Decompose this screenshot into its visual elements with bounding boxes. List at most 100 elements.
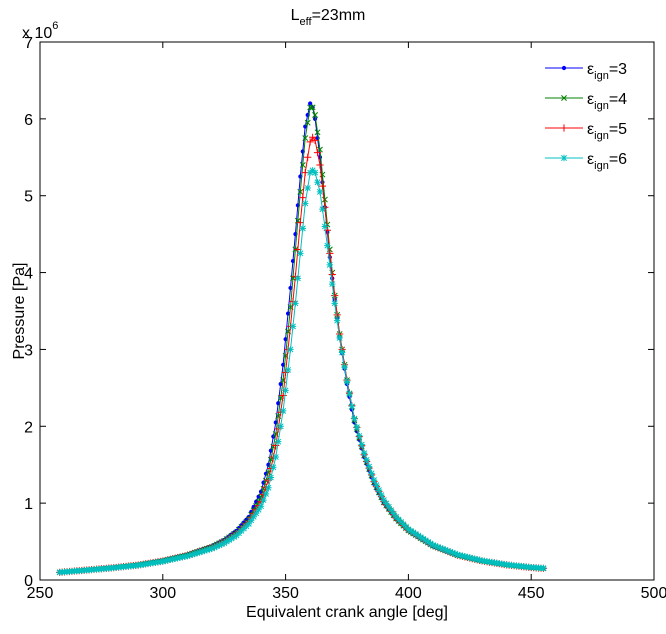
data-point: [449, 549, 456, 556]
data-point: [198, 548, 206, 555]
data-point: [356, 432, 363, 440]
data-point: [390, 510, 397, 517]
data-point: [383, 500, 390, 507]
x-tick-label: 450: [518, 585, 545, 602]
x-tick-label: 250: [27, 585, 54, 602]
data-point: [388, 507, 395, 514]
data-point: [456, 552, 464, 559]
data-point: [331, 300, 338, 307]
data-point: [336, 334, 343, 342]
data-point: [201, 547, 208, 554]
data-point: [451, 550, 459, 557]
data-point: [373, 481, 380, 489]
data-point: [284, 366, 292, 374]
data-point: [461, 553, 469, 560]
data-point: [270, 464, 277, 471]
data-point: [407, 527, 415, 535]
data-point: [257, 503, 265, 510]
data-point: [267, 474, 275, 481]
data-point: [245, 520, 252, 528]
data-point: [316, 161, 324, 169]
series-6: [56, 167, 547, 576]
data-point: [326, 249, 334, 257]
data-point: [351, 415, 358, 422]
data-point: [459, 552, 466, 560]
data-point: [206, 546, 213, 553]
data-point: [299, 162, 306, 168]
data-point: [164, 557, 171, 564]
data-point: [277, 423, 284, 430]
data-point: [250, 513, 257, 521]
data-point: [203, 546, 211, 554]
data-point: [368, 470, 375, 477]
data-point: [360, 449, 368, 457]
legend-label: εign=4: [587, 91, 627, 112]
data-point: [223, 538, 230, 545]
data-point: [304, 184, 311, 192]
data-point: [412, 530, 419, 538]
data-point: [311, 169, 319, 176]
data-point: [464, 553, 471, 561]
data-point: [265, 484, 272, 491]
data-point: [380, 496, 388, 504]
data-point: [306, 138, 314, 146]
data-point: [348, 403, 356, 410]
data-point: [378, 491, 385, 499]
data-point: [294, 275, 302, 282]
data-point: [365, 463, 373, 470]
data-point: [343, 378, 351, 385]
data-point: [248, 517, 255, 524]
y-tick-label: 1: [24, 496, 33, 513]
data-point: [410, 529, 417, 536]
data-point: [324, 242, 331, 249]
data-point: [191, 550, 198, 557]
data-point: [437, 544, 444, 552]
data-point: [287, 346, 294, 353]
data-point: [304, 153, 312, 161]
data-point: [317, 146, 323, 153]
data-point: [297, 250, 304, 257]
data-point: [419, 535, 427, 542]
legend-marker: [561, 65, 567, 71]
legend-item: εign=5: [545, 121, 627, 142]
series-layer: [56, 101, 548, 576]
x-tick-label: 500: [641, 585, 666, 602]
data-point: [299, 225, 306, 232]
y-tick-label: 0: [24, 573, 33, 590]
data-point: [314, 179, 321, 186]
data-point: [221, 539, 228, 547]
data-point: [225, 536, 233, 544]
data-point: [196, 549, 203, 556]
legend-label: εign=3: [587, 61, 627, 82]
data-point: [252, 510, 260, 517]
data-point: [208, 545, 216, 552]
data-point: [321, 223, 329, 230]
data-point: [321, 196, 328, 203]
data-point: [424, 538, 432, 546]
legend-marker: [560, 154, 568, 162]
data-point: [279, 407, 287, 415]
x-axis-label: Equivalent crank angle [deg]: [246, 604, 448, 621]
data-point: [216, 542, 223, 549]
y-axis-multiplier: x 106: [22, 20, 58, 42]
data-point: [174, 554, 181, 562]
data-point: [358, 441, 365, 448]
data-point: [213, 543, 221, 550]
y-tick-label: 5: [24, 189, 33, 206]
data-point: [176, 554, 184, 561]
data-point: [275, 438, 282, 445]
data-point: [363, 456, 370, 464]
data-point: [193, 549, 201, 557]
data-point: [260, 496, 267, 504]
data-point: [318, 182, 327, 190]
x-tick-label: 350: [272, 585, 299, 602]
legend-label: εign=6: [587, 151, 627, 172]
ticks-layer: 250 300 350 400 450 500 0 1 2 3 4 5 6 7: [24, 35, 666, 602]
data-point: [331, 292, 339, 300]
data-point: [370, 476, 378, 484]
data-point: [162, 557, 169, 565]
data-point: [169, 556, 176, 563]
data-point: [540, 564, 547, 572]
data-point: [230, 533, 238, 541]
